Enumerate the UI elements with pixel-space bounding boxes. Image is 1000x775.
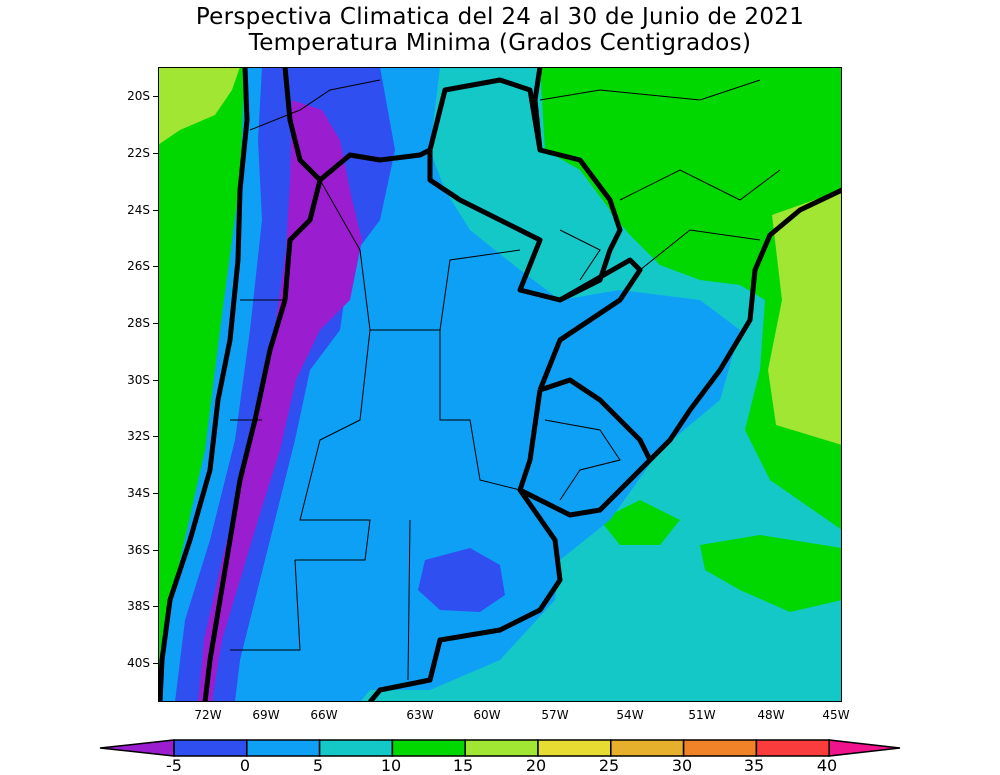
brazil-region: [540, 67, 842, 530]
colorbar-swatch: [537, 739, 612, 757]
colorbar-swatch: [610, 739, 685, 757]
lon-label: 48W: [757, 708, 785, 722]
colorbar-swatch: [682, 739, 758, 757]
lat-label: 22S: [120, 146, 158, 160]
pacific-warm-corner: [158, 67, 240, 145]
lat-label: 26S: [120, 259, 158, 273]
temperature-map: [158, 67, 842, 702]
colorbar-arrow-high: [828, 739, 901, 757]
ocean-warm-patch: [700, 535, 842, 612]
lat-label: 32S: [120, 429, 158, 443]
argentina-brazil-border: [537, 257, 643, 391]
bolivia-brazil-border: [532, 67, 543, 151]
paraguay-cyan: [430, 75, 610, 300]
lat-label: 30S: [120, 373, 158, 387]
colorbar-tick: 25: [598, 756, 620, 775]
lon-label: 69W: [252, 708, 280, 722]
colorbar-swatch: [755, 739, 830, 757]
ocean-warm-patch-2: [600, 500, 680, 545]
colorbar-tick: 40: [816, 756, 838, 775]
brazil-warm-strip: [768, 190, 842, 445]
colorbar-tick: -5: [166, 756, 182, 775]
map-title: Perspectiva Climatica del 24 al 30 de Ju…: [195, 4, 805, 30]
lat-label: 40S: [120, 656, 158, 670]
lat-label: 28S: [120, 316, 158, 330]
lon-label: 72W: [194, 708, 222, 722]
lat-label: 24S: [120, 203, 158, 217]
lon-label: 57W: [541, 708, 569, 722]
frost-band: [198, 100, 362, 702]
colorbar-tick: 0: [239, 756, 251, 775]
lon-label: 54W: [616, 708, 644, 722]
colorbar-swatch: [391, 739, 466, 757]
province-borders: [230, 79, 781, 681]
lon-label: 63W: [406, 708, 434, 722]
chile-coast: [158, 67, 250, 702]
chile-argentina-border: [202, 67, 323, 702]
argentina-coast: [368, 488, 563, 702]
uruguay-border: [517, 377, 653, 518]
colorbar-tick: 10: [380, 756, 402, 775]
brazil-coast: [648, 187, 842, 462]
colorbar-swatch: [318, 739, 394, 757]
lon-label: 51W: [688, 708, 716, 722]
colorbar-arrow-low: [99, 739, 175, 757]
colorbar-swatch: [173, 739, 248, 757]
lat-label: 34S: [120, 486, 158, 500]
lon-label: 66W: [310, 708, 338, 722]
colorbar-tick: 5: [312, 756, 324, 775]
colorbar-swatch: [464, 739, 539, 757]
lon-label: 60W: [473, 708, 501, 722]
colorbar: [99, 739, 901, 757]
lat-label: 38S: [120, 599, 158, 613]
colorbar-tick: 15: [452, 756, 474, 775]
argentina-bolivia-border: [318, 147, 432, 182]
paraguay-border: [427, 77, 623, 303]
colorbar-tick: 30: [671, 756, 693, 775]
pacific-region: [158, 67, 247, 702]
colorbar-swatch: [246, 739, 321, 757]
colorbar-tick: 35: [743, 756, 765, 775]
lat-label: 36S: [120, 543, 158, 557]
country-borders: [158, 67, 842, 702]
lon-label: 45W: [822, 708, 850, 722]
colorbar-tick: 20: [525, 756, 547, 775]
lat-label: 20S: [120, 89, 158, 103]
map-subtitle: Temperatura Minima (Grados Centigrados): [248, 30, 752, 56]
cold-patch: [418, 548, 505, 612]
